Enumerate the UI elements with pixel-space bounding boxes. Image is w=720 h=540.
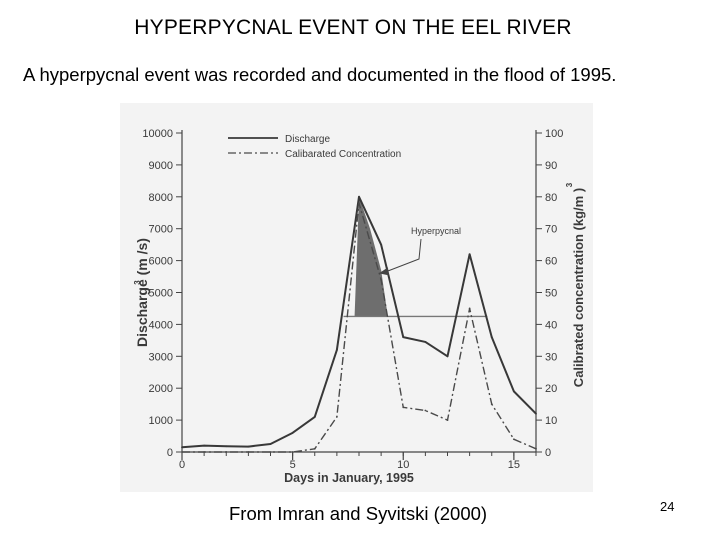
concentration-point [446, 419, 449, 421]
discharge-point [402, 336, 405, 339]
discharge-point [181, 446, 183, 449]
concentration-point [313, 447, 316, 450]
y-tick-label: 2000 [149, 383, 173, 395]
y2-axis-label: Calibrated concentration (kg/m ) [571, 188, 586, 387]
discharge-point [358, 195, 360, 198]
y2-axis-label-superscript: 3 [565, 182, 574, 187]
x-tick-label: 10 [397, 459, 409, 471]
y-tick-label: 8000 [149, 192, 173, 204]
chart-svg: 0 5 10 150100020003000400050006000700080009… [120, 103, 593, 492]
concentration-point [535, 447, 537, 450]
discharge-point [225, 445, 228, 448]
x-tick-label: 0 [179, 459, 185, 471]
annotation-arrowhead [378, 267, 389, 276]
concentration-point [468, 307, 471, 310]
discharge-point [512, 390, 515, 393]
y2-tick-label: 100 [545, 128, 563, 140]
y-tick-label: 9000 [149, 160, 173, 172]
y2-tick-label: 30 [545, 351, 557, 363]
y2-tick-label: 50 [545, 288, 557, 300]
x-tick-label: 5 [290, 459, 296, 471]
concentration-point [490, 403, 493, 406]
hyperpycnal-region [354, 196, 388, 317]
legend-concentration-label: Calibarated Concentration [285, 149, 401, 160]
concentration-point [358, 202, 360, 205]
y2-tick-label: 90 [545, 160, 557, 172]
y-axis-label: Discharge (m /s) [134, 238, 150, 347]
x-axis-label: Days in January, 1995 [284, 471, 414, 485]
annotation-label: Hyperpycnal [411, 226, 461, 236]
y2-tick-label: 10 [545, 415, 557, 427]
y-tick-label: 4000 [149, 319, 173, 331]
y2-tick-label: 70 [545, 224, 557, 236]
annotation-leader [386, 238, 422, 272]
legend-discharge-label: Discharge [285, 134, 330, 145]
discharge-point [380, 243, 383, 246]
y-tick-label: 6000 [149, 256, 173, 268]
concentration-point [402, 406, 405, 409]
discharge-point [446, 355, 449, 358]
slide-subtitle: A hyperpycnal event was recorded and doc… [23, 64, 617, 85]
slide-title: HYPERPYCNAL EVENT ON THE EEL RIVER [134, 16, 572, 39]
y-tick-label: 5000 [149, 288, 173, 300]
discharge-concentration-chart: 0 5 10 15 0 1000 2000 3000 4000 5000 6000 7000 8000 9… [120, 103, 593, 492]
y2-tick-label: 20 [545, 383, 557, 395]
concentration-point [424, 409, 427, 412]
discharge-point [313, 416, 316, 418]
y-tick-label: 10000 [142, 128, 173, 140]
discharge-point [468, 253, 471, 256]
concentration-point [203, 451, 206, 453]
page-number: 24 [660, 499, 675, 514]
concentration-point [512, 438, 515, 441]
y-tick-label: 1000 [149, 415, 173, 427]
concentration-point [247, 451, 250, 453]
discharge-point [490, 336, 493, 339]
y-tick-label: 0 [167, 447, 173, 459]
y-axis-label-superscript: 3 [133, 280, 142, 285]
y2-tick-label: 40 [545, 319, 557, 331]
concentration-point [335, 416, 338, 418]
discharge-point [335, 349, 338, 351]
discharge-point [247, 445, 250, 448]
concentration-point [380, 278, 383, 281]
y2-tick-label: 80 [545, 192, 557, 204]
concentration-point [225, 451, 228, 453]
discharge-point [291, 431, 294, 434]
discharge-point [424, 341, 427, 343]
x-tick-label: 15 [508, 459, 520, 471]
concentration-point [181, 451, 183, 453]
discharge-point [535, 412, 537, 415]
concentration-point [291, 451, 294, 453]
discharge-point [203, 444, 206, 447]
y2-tick-label: 60 [545, 256, 557, 268]
source-credit: From Imran and Syvitski (2000) [229, 503, 488, 524]
y-tick-label: 7000 [149, 224, 173, 236]
concentration-point [269, 451, 272, 453]
y-tick-label: 3000 [149, 351, 173, 363]
y2-tick-label: 0 [545, 447, 551, 459]
discharge-point [269, 443, 272, 445]
